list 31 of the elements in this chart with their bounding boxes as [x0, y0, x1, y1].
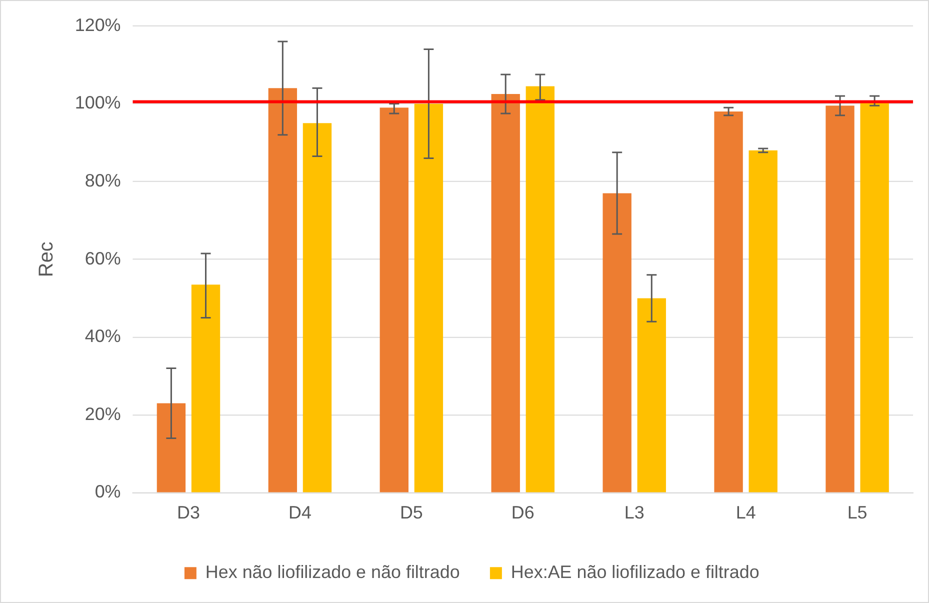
- x-tick-label: L3: [624, 502, 644, 522]
- y-axis-title: Rec: [35, 242, 58, 278]
- y-tick-label: 40%: [84, 326, 121, 346]
- bar: [268, 88, 298, 492]
- bar: [191, 284, 220, 492]
- bar: [156, 403, 186, 492]
- x-tick-label: D3: [177, 502, 200, 522]
- y-tick-label: 60%: [84, 248, 121, 268]
- bar: [748, 150, 778, 492]
- bar: [302, 123, 332, 492]
- bar: [526, 86, 555, 492]
- bar: [602, 193, 632, 492]
- bar: [860, 102, 889, 492]
- legend-label: Hex:AE não liofilizado e filtrado: [510, 562, 760, 582]
- bar: [637, 298, 666, 492]
- x-tick-label: D4: [288, 502, 312, 522]
- x-tick-label: L4: [736, 502, 756, 522]
- y-tick-label: 120%: [74, 14, 121, 35]
- x-tick-label: L5: [847, 502, 868, 522]
- y-tick-label: 20%: [84, 404, 121, 424]
- bar: [380, 108, 408, 492]
- y-tick-label: 0%: [94, 482, 121, 502]
- bar: [414, 104, 444, 492]
- y-tick-label: 100%: [74, 92, 121, 113]
- x-tick-label: D5: [400, 502, 423, 522]
- x-tick-label: D6: [511, 502, 534, 522]
- legend-label: Hex não liofilizado e não filtrado: [205, 562, 460, 582]
- bar: [491, 94, 520, 492]
- bar: [826, 106, 854, 492]
- y-tick-label: 80%: [84, 170, 121, 190]
- bar: [714, 112, 743, 492]
